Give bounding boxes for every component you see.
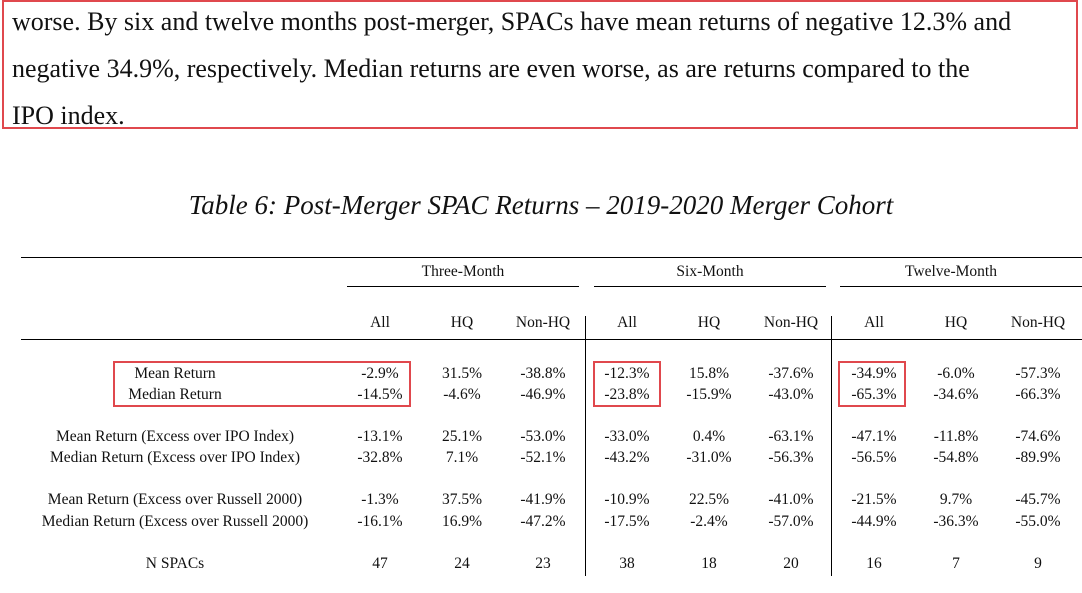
header-bottom-rule <box>21 339 1082 340</box>
paragraph-line-1: worse. By six and twelve months post-mer… <box>12 7 1012 36</box>
cell-mean-excess-russell-six-month-non-hq: -41.0% <box>768 491 814 508</box>
cell-median-return-six-month-hq: -15.9% <box>686 386 732 403</box>
row-label-median-excess-russell: Median Return (Excess over Russell 2000) <box>41 513 309 530</box>
cell-mean-excess-russell-six-month-all: -10.9% <box>604 491 650 508</box>
column-header-twelve-month-hq: HQ <box>944 314 968 331</box>
cell-mean-return-twelve-month-non-hq: -57.3% <box>1015 365 1061 382</box>
cell-mean-excess-russell-twelve-month-all: -21.5% <box>851 491 897 508</box>
column-header-twelve-month-all: All <box>864 314 884 331</box>
cell-mean-return-six-month-hq: 15.8% <box>688 365 730 382</box>
cell-mean-return-six-month-non-hq: -37.6% <box>768 365 814 382</box>
cell-median-excess-ipo-twelve-month-all: -56.5% <box>851 449 897 466</box>
cell-median-return-three-month-hq: -4.6% <box>443 386 481 403</box>
cell-mean-excess-ipo-three-month-hq: 25.1% <box>441 428 483 445</box>
cell-median-excess-ipo-three-month-hq: 7.1% <box>445 449 479 466</box>
table-top-rule <box>21 257 1082 258</box>
cell-median-return-twelve-month-non-hq: -66.3% <box>1015 386 1061 403</box>
cell-n-spacs-three-month-hq: 24 <box>454 555 470 572</box>
cell-mean-excess-russell-twelve-month-hq: 9.7% <box>939 491 973 508</box>
group-header-twelve-month: Twelve-Month <box>905 263 997 280</box>
cell-mean-excess-ipo-six-month-all: -33.0% <box>604 428 650 445</box>
cell-median-return-six-month-non-hq: -43.0% <box>768 386 814 403</box>
group-underline-twelve-month <box>840 286 1082 287</box>
column-header-three-month-non-hq: Non-HQ <box>515 314 571 331</box>
cell-mean-excess-ipo-three-month-non-hq: -53.0% <box>520 428 566 445</box>
cell-median-excess-ipo-six-month-all: -43.2% <box>604 449 650 466</box>
cell-median-excess-russell-twelve-month-hq: -36.3% <box>933 513 979 530</box>
cell-mean-excess-ipo-twelve-month-non-hq: -74.6% <box>1015 428 1061 445</box>
cell-median-excess-russell-three-month-non-hq: -47.2% <box>520 513 566 530</box>
cell-mean-return-six-month-all: -12.3% <box>604 365 650 382</box>
group-underline-three-month <box>347 286 579 287</box>
cell-median-return-three-month-non-hq: -46.9% <box>520 386 566 403</box>
row-label-median-excess-ipo: Median Return (Excess over IPO Index) <box>49 449 301 466</box>
cell-n-spacs-three-month-non-hq: 23 <box>535 555 551 572</box>
group-underline-six-month <box>594 286 826 287</box>
cell-median-excess-ipo-six-month-non-hq: -56.3% <box>768 449 814 466</box>
paragraph-text: worse. By six and twelve months post-mer… <box>12 0 1082 139</box>
cell-median-excess-russell-six-month-non-hq: -57.0% <box>768 513 814 530</box>
highlight-box-six-month-all <box>593 361 661 407</box>
cell-n-spacs-three-month-all: 47 <box>372 555 388 572</box>
row-label-n-spacs: N SPACs <box>145 555 205 572</box>
cell-median-excess-russell-six-month-all: -17.5% <box>604 513 650 530</box>
cell-median-excess-ipo-six-month-hq: -31.0% <box>686 449 732 466</box>
column-header-twelve-month-non-hq: Non-HQ <box>1010 314 1066 331</box>
cell-mean-excess-ipo-six-month-non-hq: -63.1% <box>768 428 814 445</box>
highlight-box-row-labels <box>113 361 411 407</box>
cell-mean-excess-ipo-three-month-all: -13.1% <box>357 428 403 445</box>
cell-median-excess-russell-twelve-month-all: -44.9% <box>851 513 897 530</box>
paragraph-line-3: IPO index. <box>12 101 125 130</box>
cell-median-excess-ipo-twelve-month-non-hq: -89.9% <box>1015 449 1061 466</box>
cell-mean-return-three-month-hq: 31.5% <box>441 365 483 382</box>
cell-median-excess-russell-twelve-month-non-hq: -55.0% <box>1015 513 1061 530</box>
table-title: Table 6: Post-Merger SPAC Returns – 2019… <box>188 190 894 220</box>
row-label-mean-excess-russell: Mean Return (Excess over Russell 2000) <box>47 491 303 508</box>
cell-median-return-twelve-month-all: -65.3% <box>851 386 897 403</box>
row-label-mean-excess-ipo: Mean Return (Excess over IPO Index) <box>55 428 295 445</box>
row-label-median-return: Median Return <box>128 386 222 403</box>
cell-median-excess-russell-six-month-hq: -2.4% <box>690 513 728 530</box>
cell-mean-excess-ipo-twelve-month-hq: -11.8% <box>933 428 979 445</box>
cell-n-spacs-six-month-non-hq: 20 <box>783 555 799 572</box>
cell-mean-return-twelve-month-hq: -6.0% <box>937 365 975 382</box>
column-header-three-month-all: All <box>370 314 390 331</box>
cell-mean-return-twelve-month-all: -34.9% <box>851 365 897 382</box>
cell-median-excess-russell-three-month-all: -16.1% <box>357 513 403 530</box>
column-divider-1 <box>585 316 586 576</box>
column-header-six-month-hq: HQ <box>697 314 721 331</box>
cell-median-return-twelve-month-hq: -34.6% <box>933 386 979 403</box>
row-label-mean-return: Mean Return <box>134 365 216 382</box>
column-header-six-month-all: All <box>617 314 637 331</box>
group-header-six-month: Six-Month <box>676 263 744 280</box>
cell-n-spacs-twelve-month-hq: 7 <box>952 555 960 572</box>
cell-n-spacs-twelve-month-all: 16 <box>866 555 882 572</box>
highlight-box-twelve-month-all <box>838 361 906 407</box>
cell-n-spacs-six-month-all: 38 <box>619 555 635 572</box>
group-header-three-month: Three-Month <box>421 263 505 280</box>
cell-mean-excess-russell-six-month-hq: 22.5% <box>688 491 730 508</box>
column-header-three-month-hq: HQ <box>450 314 474 331</box>
cell-mean-excess-ipo-six-month-hq: 0.4% <box>692 428 726 445</box>
cell-mean-excess-russell-three-month-all: -1.3% <box>361 491 399 508</box>
cell-median-return-three-month-all: -14.5% <box>357 386 403 403</box>
cell-median-excess-ipo-twelve-month-hq: -54.8% <box>933 449 979 466</box>
cell-mean-return-three-month-non-hq: -38.8% <box>520 365 566 382</box>
cell-median-excess-ipo-three-month-non-hq: -52.1% <box>520 449 566 466</box>
cell-n-spacs-six-month-hq: 18 <box>701 555 717 572</box>
cell-mean-excess-ipo-twelve-month-all: -47.1% <box>851 428 897 445</box>
cell-mean-return-three-month-all: -2.9% <box>361 365 399 382</box>
cell-mean-excess-russell-twelve-month-non-hq: -45.7% <box>1015 491 1061 508</box>
cell-median-excess-ipo-three-month-all: -32.8% <box>357 449 403 466</box>
column-divider-2 <box>831 316 832 576</box>
cell-mean-excess-russell-three-month-hq: 37.5% <box>441 491 483 508</box>
paragraph-line-2: negative 34.9%, respectively. Median ret… <box>12 54 970 83</box>
cell-mean-excess-russell-three-month-non-hq: -41.9% <box>520 491 566 508</box>
cell-median-return-six-month-all: -23.8% <box>604 386 650 403</box>
cell-n-spacs-twelve-month-non-hq: 9 <box>1034 555 1042 572</box>
highlighted-paragraph-box: worse. By six and twelve months post-mer… <box>2 0 1078 130</box>
cell-median-excess-russell-three-month-hq: 16.9% <box>441 513 483 530</box>
column-header-six-month-non-hq: Non-HQ <box>763 314 819 331</box>
